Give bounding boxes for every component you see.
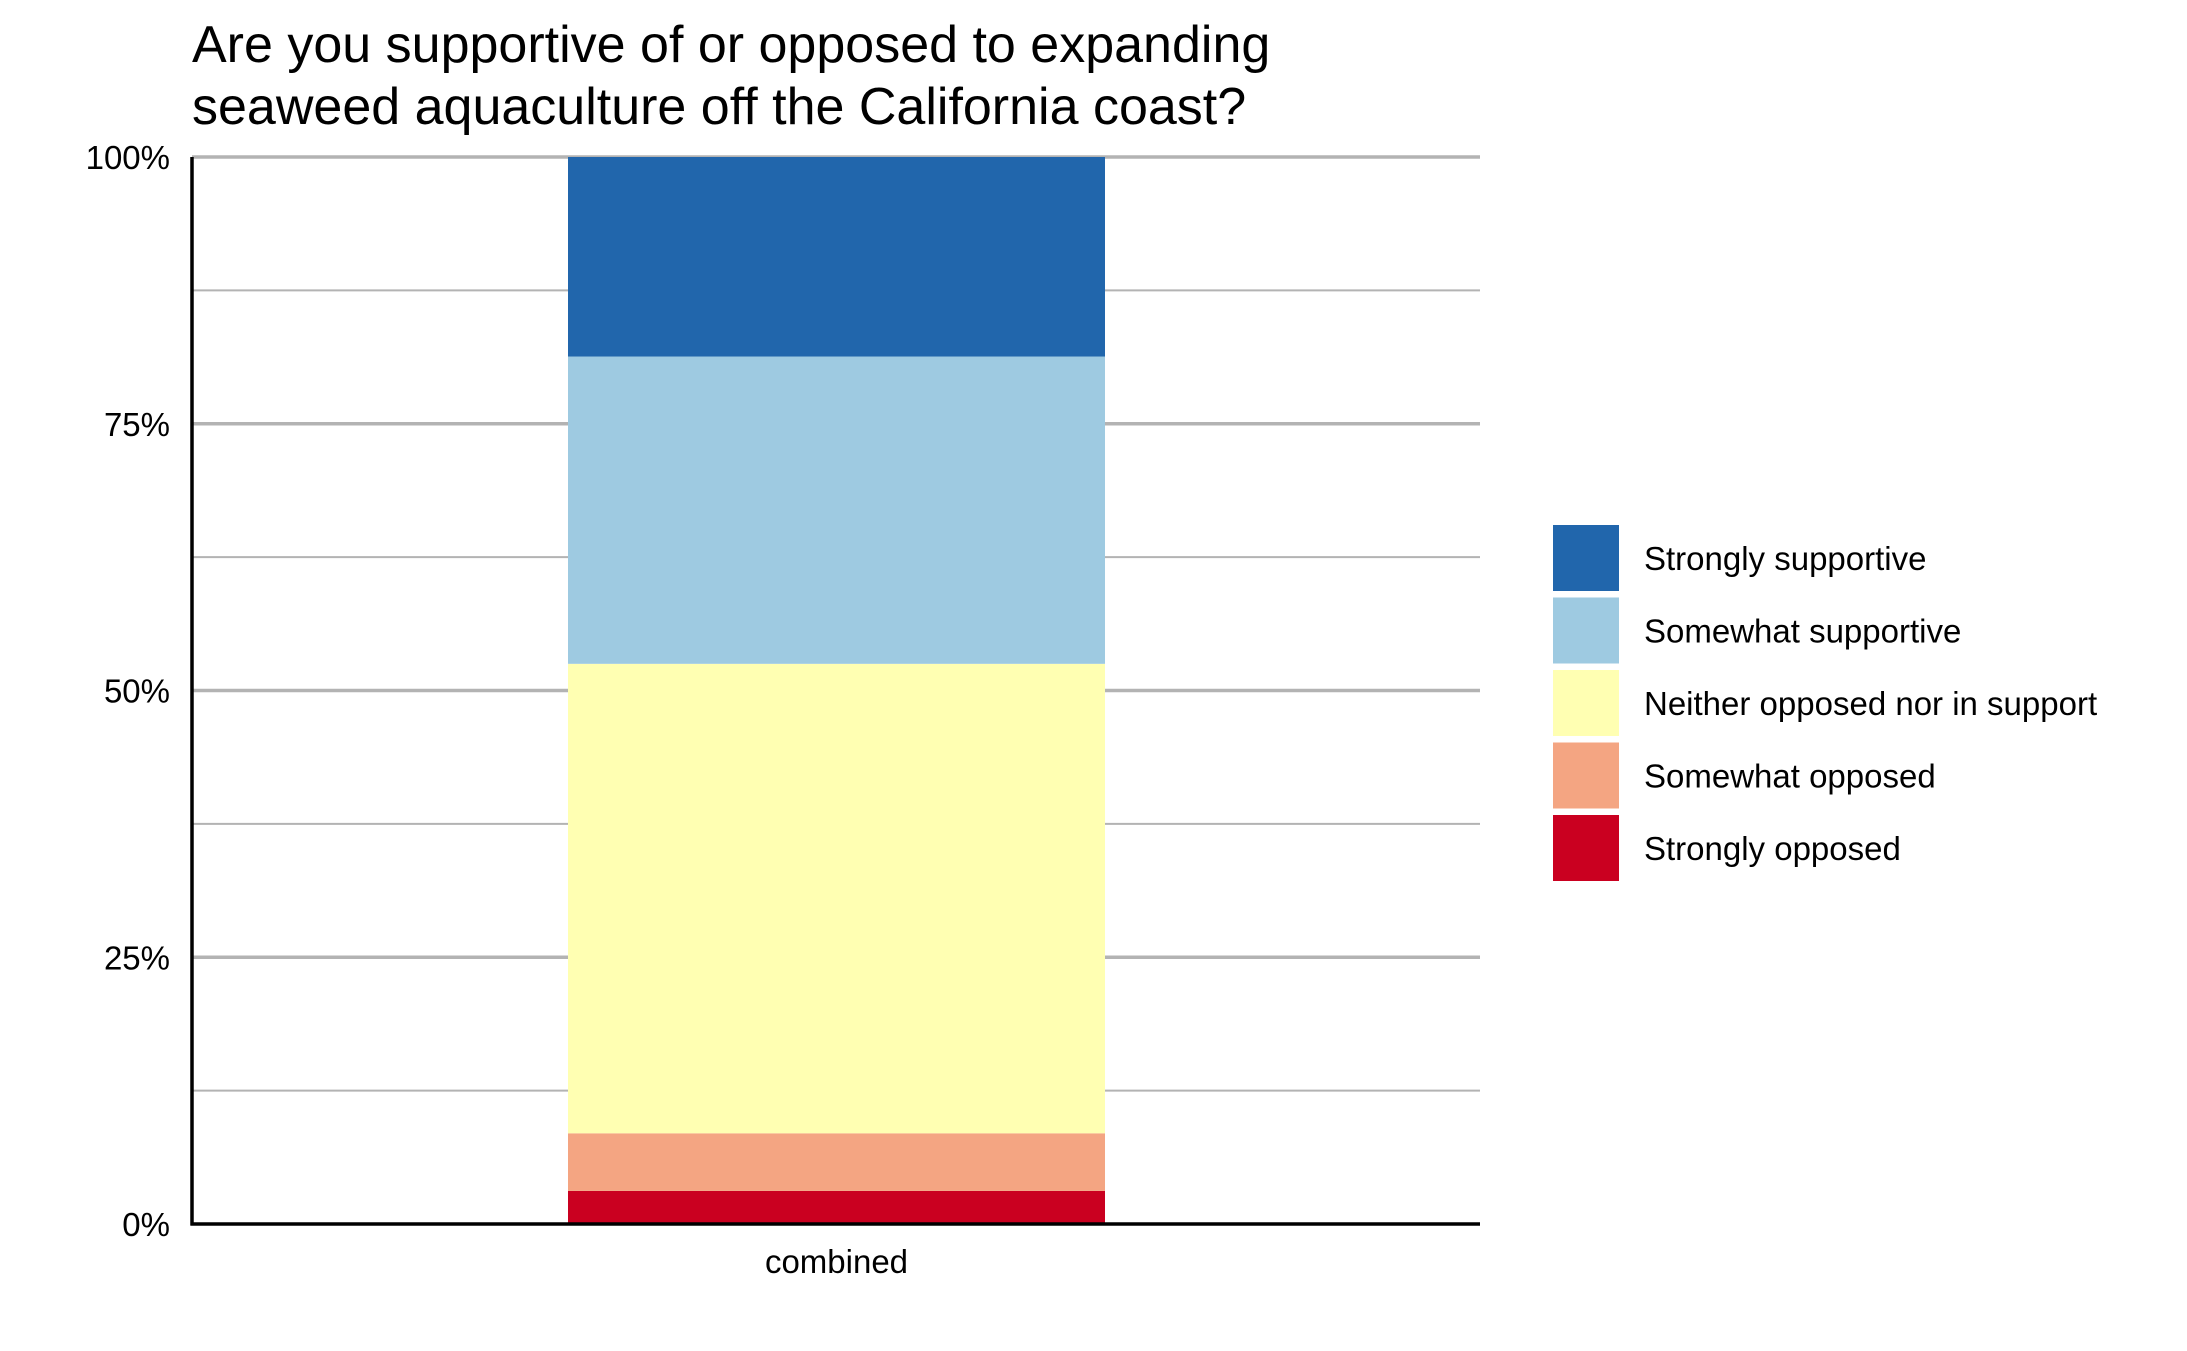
y-tick-label: 0% [122,1206,170,1243]
legend-item: Strongly opposed [1551,813,1901,883]
bar-segment-strongly-supportive [568,157,1105,357]
bar-segment-neither-opposed-nor-in-support [568,663,1105,1134]
bar-stack [568,157,1105,1224]
legend-item: Strongly supportive [1551,523,1926,593]
bar-segment-somewhat-opposed [568,1133,1105,1191]
legend-swatch [1551,595,1621,666]
legend-label: Neither opposed nor in support [1644,685,2097,722]
axes [190,157,1480,1226]
legend-swatch [1551,668,1621,738]
x-tick-label: combined [765,1243,908,1280]
bar-segment-strongly-opposed [568,1190,1105,1224]
legend-label: Strongly opposed [1644,830,1901,867]
y-tick-label: 50% [104,673,170,710]
legend-label: Strongly supportive [1644,540,1926,577]
y-tick-label: 25% [104,939,170,976]
legend-swatch [1551,523,1621,593]
y-tick-label: 75% [104,406,170,443]
y-tick-label: 100% [86,139,170,176]
legend-item: Somewhat supportive [1551,595,1961,666]
legend-swatch [1551,740,1621,811]
axis-labels: 0% 25% 50% 75% 100% combined [86,139,908,1280]
bar-segment-somewhat-supportive [568,356,1105,664]
legend-item: Somewhat opposed [1551,740,1936,811]
legend-item: Neither opposed nor in support [1551,668,2097,738]
legend-label: Somewhat supportive [1644,613,1961,650]
chart-title-line-1: Are you supportive of or opposed to expa… [192,16,1271,74]
legend: Strongly supportive Somewhat supportive Ne… [1551,523,2097,883]
chart-title: Are you supportive of or opposed to expa… [192,14,1492,138]
legend-swatch [1551,813,1621,883]
chart-title-line-2: seaweed aquaculture off the California c… [192,78,1247,136]
legend-label: Somewhat opposed [1644,758,1936,795]
